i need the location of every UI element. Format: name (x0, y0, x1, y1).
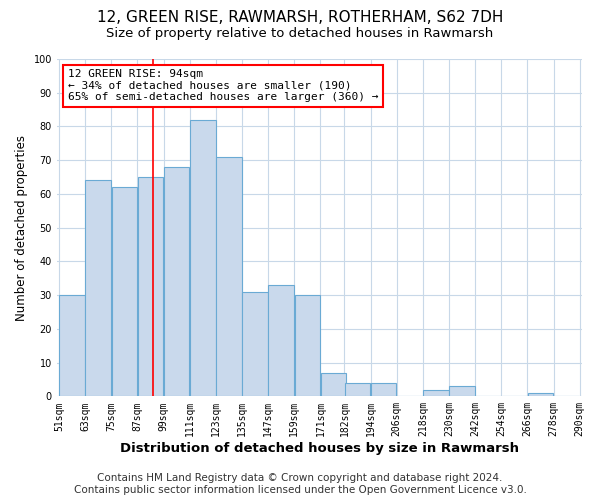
Bar (268, 285, 294, 397)
Text: 12, GREEN RISE, RAWMARSH, ROTHERHAM, S62 7DH: 12, GREEN RISE, RAWMARSH, ROTHERHAM, S62… (97, 10, 503, 25)
Bar (345, 383, 370, 396)
Bar (112, 187, 137, 396)
Bar (216, 157, 242, 396)
Text: Contains HM Land Registry data © Crown copyright and database right 2024.
Contai: Contains HM Land Registry data © Crown c… (74, 474, 526, 495)
Bar (85, 180, 111, 396)
Text: 12 GREEN RISE: 94sqm
← 34% of detached houses are smaller (190)
65% of semi-deta: 12 GREEN RISE: 94sqm ← 34% of detached h… (68, 69, 378, 102)
Bar (242, 292, 268, 397)
X-axis label: Distribution of detached houses by size in Rawmarsh: Distribution of detached houses by size … (120, 442, 519, 455)
Y-axis label: Number of detached properties: Number of detached properties (15, 134, 28, 320)
Bar (59, 295, 85, 396)
Bar (138, 177, 163, 396)
Bar (295, 295, 320, 396)
Bar (371, 383, 397, 396)
Text: Size of property relative to detached houses in Rawmarsh: Size of property relative to detached ho… (106, 28, 494, 40)
Bar (528, 393, 553, 396)
Bar (321, 372, 346, 396)
Bar (190, 120, 215, 396)
Bar (449, 386, 475, 396)
Bar (164, 167, 190, 396)
Bar (423, 390, 449, 396)
